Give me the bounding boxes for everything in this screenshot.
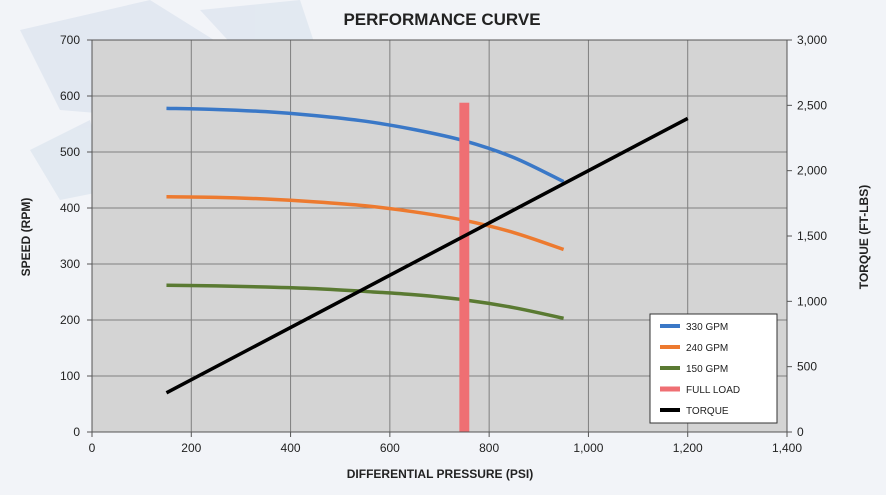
legend-label-330-gpm: 330 GPM	[686, 322, 728, 333]
x-tick-label: 800	[479, 441, 499, 455]
y-tick-label: 600	[60, 89, 80, 103]
y-tick-label: 300	[60, 257, 80, 271]
y-axis-title: SPEED (RPM)	[19, 198, 33, 277]
y2-axis-title: TORQUE (FT-LBS)	[857, 185, 871, 289]
y-tick-label: 400	[60, 201, 80, 215]
legend-label-full-load: FULL LOAD	[686, 385, 740, 396]
y-tick-label: 200	[60, 313, 80, 327]
series-band-full-load	[459, 102, 470, 432]
y-tick-label: 500	[60, 145, 80, 159]
y2-tick-label: 500	[797, 360, 817, 374]
series-line-150-gpm	[166, 283, 564, 321]
y-tick-label: 700	[60, 33, 80, 47]
y-tick-label: 100	[60, 369, 80, 383]
legend: 330 GPM 240 GPM 150 GPM FULL LOAD TORQUE	[649, 313, 778, 424]
y2-tick-label: 0	[797, 425, 804, 439]
series-line-240-gpm	[166, 195, 565, 252]
x-tick-label: 600	[380, 441, 400, 455]
x-tick-label: 0	[89, 441, 96, 455]
x-tick-label: 1,400	[772, 441, 802, 455]
legend-label-240-gpm: 240 GPM	[686, 343, 728, 354]
axes: 0 200 400 600 800 1,000 1,200 1,400 0 100 200 300 40…	[60, 33, 827, 455]
series-line-330-gpm	[166, 106, 565, 184]
y2-tick-label: 1,000	[797, 294, 827, 308]
x-tick-label: 400	[281, 441, 301, 455]
y2-tick-label: 3,000	[797, 33, 827, 47]
series-line-torque	[165, 116, 689, 395]
y-tick-label: 0	[73, 425, 80, 439]
x-tick-label: 200	[181, 441, 201, 455]
x-tick-label: 1,000	[573, 441, 603, 455]
chart-title: PERFORMANCE CURVE	[343, 10, 540, 29]
y2-tick-label: 1,500	[797, 229, 827, 243]
series-layer	[165, 102, 689, 432]
x-tick-label: 1,200	[673, 441, 703, 455]
legend-label-150-gpm: 150 GPM	[686, 364, 728, 375]
x-axis-title: DIFFERENTIAL PRESSURE (PSI)	[347, 467, 533, 481]
y2-tick-label: 2,000	[797, 164, 827, 178]
legend-label-torque: TORQUE	[686, 406, 729, 417]
y2-tick-label: 2,500	[797, 98, 827, 112]
